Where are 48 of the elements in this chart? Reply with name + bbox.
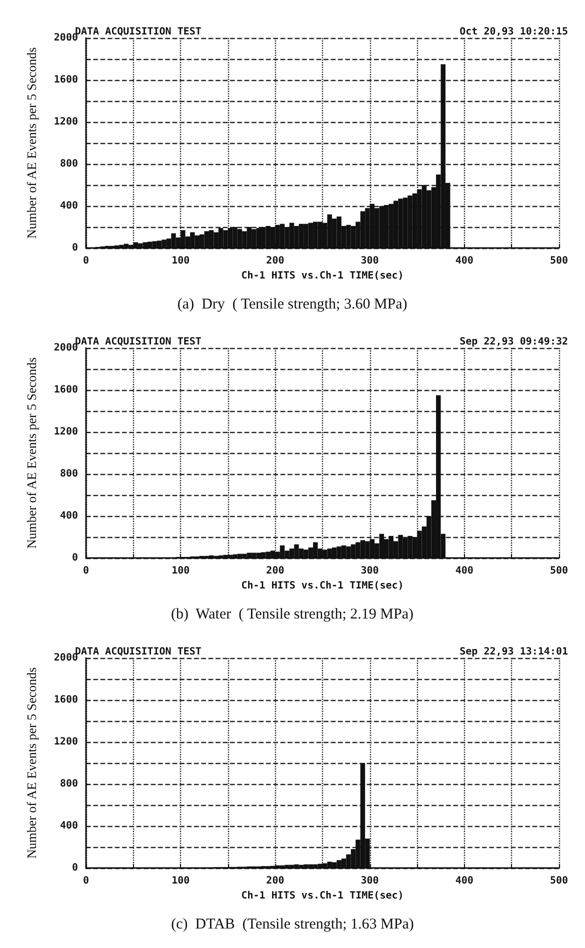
x-tick-label: 0 [82,566,90,576]
x-tick-label: 400 [455,566,474,576]
x-tick-label: 200 [266,256,284,266]
x-tick-label: 200 [266,876,284,886]
chart-subtitle: Sep 22,93 13:14:01 [460,646,568,658]
x-tick-label: 500 [550,256,568,266]
text: (c) DTAB (Tensile strength; 1.63 MPa) [171,916,414,932]
x-tick-label: 100 [172,566,190,576]
y-tick-label: 1200 [54,116,78,128]
y-tick-label: 1600 [54,384,78,396]
y-tick-label: 1600 [54,74,78,86]
y-tick-label: 400 [60,510,78,522]
x-tick-label: 300 [360,876,379,886]
y-tick-label: 800 [60,158,78,170]
y-tick-label: 2000 [54,32,78,44]
x-tick-label: 500 [550,876,568,886]
x-tick-label: 500 [550,566,568,576]
x-tick-label: 0 [82,256,90,266]
x-axis-title: Ch-1 HITS vs.Ch-1 TIME(sec) [241,580,404,592]
y-axis-title: Number of AE Events per 5 Seconds [24,357,39,549]
y-tick-label: 0 [72,552,78,564]
y-tick-label: 1200 [54,426,78,438]
y-axis-title: Number of AE Events per 5 Seconds [24,667,39,859]
y-tick-label: 400 [60,200,78,212]
y-tick-label: 0 [72,242,78,254]
text: (a) Dry ( Tensile strength; 3.60 MPa) [177,296,408,312]
y-tick-label: 800 [60,778,78,790]
y-axis-title: Number of AE Events per 5 Seconds [24,47,39,239]
y-tick-label: 2000 [54,652,78,664]
y-tick-label: 800 [60,468,78,480]
y-tick-label: 400 [60,820,78,832]
x-tick-label: 300 [360,566,379,576]
text: (b) Water ( Tensile strength; 2.19 MPa) [170,606,414,622]
y-tick-label: 1200 [54,736,78,748]
y-tick-label: 2000 [54,342,78,354]
x-tick-label: 100 [172,876,190,886]
x-tick-label: 400 [455,876,474,886]
x-tick-label: 300 [360,256,379,266]
y-tick-label: 0 [72,862,78,874]
chart-subtitle: Oct 20,93 10:20:15 [460,26,568,38]
x-tick-label: 0 [82,876,90,886]
x-axis-title: Ch-1 HITS vs.Ch-1 TIME(sec) [241,890,404,902]
x-axis-title: Ch-1 HITS vs.Ch-1 TIME(sec) [241,270,404,282]
x-tick-label: 100 [172,256,190,266]
chart-subtitle: Sep 22,93 09:49:32 [460,336,568,348]
y-tick-label: 1600 [54,694,78,706]
x-tick-label: 200 [266,566,284,576]
x-tick-label: 400 [455,256,474,266]
